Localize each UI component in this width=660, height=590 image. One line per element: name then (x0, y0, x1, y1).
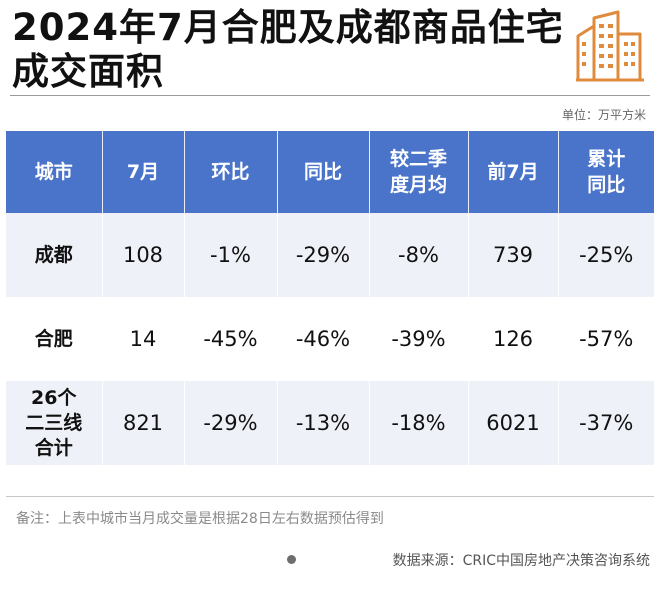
table-cell: -45% (184, 297, 278, 381)
table-cell: -8% (369, 213, 469, 297)
table-cell: -18% (369, 381, 469, 465)
column-header: 同比 (277, 131, 370, 213)
column-header: 城市 (6, 131, 103, 213)
column-header: 累计 同比 (558, 131, 654, 213)
column-header: 前7月 (468, 131, 559, 213)
table-row: 26个 二三线 合计 821 -29% -13% -18% 6021 -37% (6, 381, 654, 465)
page-title: 2024年7月合肥及成都商品住宅 成交面积 (12, 6, 572, 94)
table-cell: 739 (468, 213, 559, 297)
table-cell: -13% (277, 381, 370, 465)
city-cell: 26个 二三线 合计 (6, 381, 103, 465)
city-buildings-icon (576, 10, 644, 82)
table-cell: 14 (102, 297, 185, 381)
table-cell: -25% (558, 213, 654, 297)
footnote: 备注：上表中城市当月成交量是根据28日左右数据预估得到 (16, 511, 384, 527)
table-cell: -37% (558, 381, 654, 465)
bullet-dot-icon (287, 555, 296, 564)
table-cell: -29% (184, 381, 278, 465)
city-cell: 成都 (6, 213, 103, 297)
table-cell: -46% (277, 297, 370, 381)
title-line-2: 成交面积 (12, 50, 164, 93)
table-cell: -57% (579, 327, 634, 351)
table-cell: -29% (277, 213, 370, 297)
unit-label: 单位：万平方米 (561, 108, 646, 122)
column-header: 较二季 度月均 (369, 131, 469, 213)
table-cell: -1% (184, 213, 278, 297)
data-source: 数据来源：CRIC中国房地产决策咨询系统 (392, 553, 650, 569)
table-header-row: 城市 7月 环比 同比 较二季 度月均 前7月 累计 同比 (6, 131, 654, 213)
table-cell: 108 (102, 213, 185, 297)
table-cell: 126 (468, 297, 559, 381)
table-cell: 821 (102, 381, 185, 465)
table-row: 合肥 14 -45% -46% -39% 126 -57% (6, 297, 654, 381)
title-divider (10, 95, 650, 96)
table-cell: -39% (369, 297, 469, 381)
data-table: 城市 7月 环比 同比 较二季 度月均 前7月 累计 同比 成都 108 -1% -… (6, 131, 654, 465)
column-header: 环比 (184, 131, 278, 213)
city-cell: 合肥 (6, 297, 103, 381)
column-header: 7月 (102, 131, 185, 213)
footer-divider (6, 496, 654, 497)
table-row: 成都 108 -1% -29% -8% 739 -25% (6, 213, 654, 297)
table-cell: 6021 (468, 381, 559, 465)
title-line-1: 2024年7月合肥及成都商品住宅 (12, 6, 564, 49)
